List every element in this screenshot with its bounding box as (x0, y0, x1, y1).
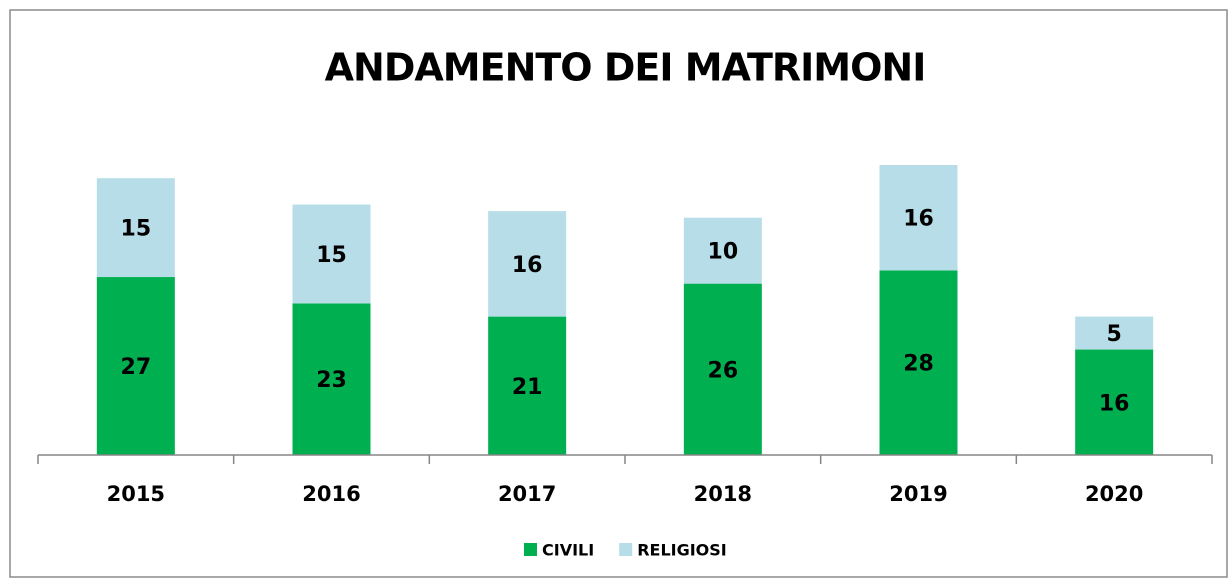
chart-title: ANDAMENTO DEI MATRIMONI (325, 46, 926, 90)
bar-segment (96, 178, 175, 278)
data-label: 16 (903, 207, 934, 232)
x-tick-label: 2019 (889, 482, 947, 506)
bar-segment (683, 217, 762, 284)
data-label: 27 (121, 355, 152, 380)
x-tick-label: 2020 (1085, 482, 1143, 506)
data-label: 5 (1107, 322, 1122, 347)
bar-segment (292, 303, 371, 455)
bar-segment (879, 165, 958, 271)
data-label: 10 (708, 240, 739, 265)
legend-swatch (619, 543, 633, 556)
data-label: 26 (708, 358, 739, 383)
x-tick-label: 2018 (694, 482, 752, 506)
data-label: 21 (512, 375, 543, 400)
data-label: 23 (316, 368, 347, 393)
x-tick-label: 2015 (107, 482, 165, 506)
bar-segment (683, 283, 762, 455)
bar-segment (488, 211, 567, 317)
bar-segment (1075, 349, 1154, 455)
bar-segment (292, 204, 371, 304)
legend-swatch (524, 543, 537, 556)
bar-segment (879, 270, 958, 455)
data-label: 15 (316, 243, 347, 268)
x-tick-label: 2017 (498, 482, 556, 506)
chart-frame (9, 9, 1228, 578)
data-label: 15 (121, 217, 152, 242)
data-label: 16 (1099, 391, 1130, 416)
bar-segment (488, 316, 567, 455)
legend-label: CIVILI (542, 541, 594, 560)
data-label: 16 (512, 253, 543, 278)
legend-label: RELIGIOSI (637, 541, 727, 560)
data-label: 28 (903, 352, 934, 377)
bar-segment (1075, 316, 1154, 350)
x-tick-label: 2016 (302, 482, 360, 506)
bar-segment (96, 277, 175, 455)
